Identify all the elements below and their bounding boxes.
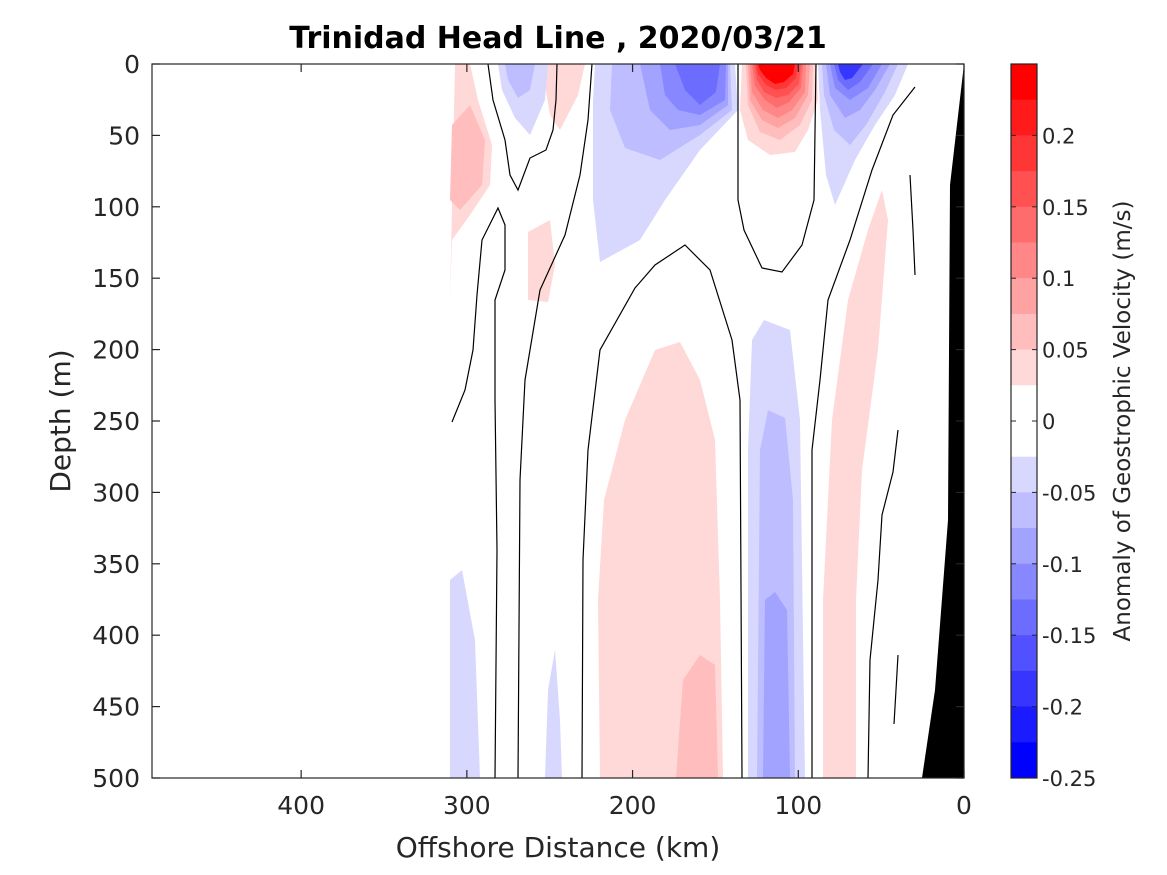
deep-poleward-band-inner (676, 655, 718, 778)
colorbar-segment (1011, 670, 1037, 708)
y-tick-label: 400 (92, 621, 140, 650)
x-tick-label: 0 (956, 791, 972, 820)
colorbar-tick-label: 0.15 (1042, 196, 1089, 220)
y-axis: 0 50 100 150 200 250 300 350 400 450 500 (92, 50, 964, 793)
colorbar-segment (1011, 706, 1037, 743)
y-tick-label: 100 (92, 193, 140, 222)
colorbar-tick-label: 0.1 (1042, 267, 1075, 291)
y-tick-label: 500 (92, 764, 140, 793)
nearshore-deep-positive (823, 190, 888, 778)
zero-contour-line (487, 64, 558, 192)
x-tick-label: 300 (443, 791, 491, 820)
colorbar-segment (1011, 99, 1037, 136)
y-tick-label: 0 (124, 50, 140, 79)
x-tick-label: 200 (609, 791, 657, 820)
offshore-deep-negative (450, 570, 480, 778)
colorbar-tick-label: 0.2 (1042, 124, 1075, 148)
negative-patch-top-l2 (505, 64, 535, 98)
colorbar-segment (1011, 242, 1037, 279)
colorbar-segment (1011, 742, 1037, 779)
colorbar-segment (1011, 64, 1037, 101)
colorbar: 0.2 0.15 0.1 0.05 0 -0.05 -0.1 -0.15 -0.2 -0.25 (1010, 63, 1096, 791)
colorbar-tick-label: -0.15 (1042, 624, 1096, 648)
colorbar-tick-label: -0.1 (1042, 553, 1083, 577)
seafloor-bathymetry (922, 64, 964, 778)
colorbar-segment (1011, 385, 1037, 422)
chart-title: Trinidad Head Line , 2020/03/21 (289, 21, 826, 56)
zero-contour-line (893, 654, 899, 725)
colorbar-segment (1011, 456, 1037, 493)
colorbar-segment (1011, 135, 1037, 172)
y-tick-label: 300 (92, 478, 140, 507)
contour-fill-layer (450, 64, 964, 778)
colorbar-label: Anomaly of Geostrophic Velocity (m/s) (1110, 201, 1136, 642)
colorbar-segment (1011, 528, 1037, 565)
equatorward-core-nearshore-l6 (838, 64, 863, 80)
zero-contour-line (811, 86, 916, 778)
zero-contour-line (867, 429, 899, 778)
y-tick-label: 50 (108, 121, 140, 150)
colorbar-segment (1011, 635, 1037, 672)
colorbar-segment (1011, 206, 1037, 243)
x-tick-label: 100 (774, 791, 822, 820)
colorbar-segment (1011, 349, 1037, 386)
zero-contour-line (581, 244, 743, 778)
colorbar-segment (1011, 278, 1037, 315)
strong-poleward-core-l8 (758, 64, 795, 84)
colorbar-segment (1011, 599, 1037, 636)
zero-contour-line (451, 206, 506, 778)
small-deep-negative (545, 650, 562, 778)
colorbar-segment (1011, 313, 1037, 351)
y-tick-label: 250 (92, 407, 140, 436)
x-axis-label: Offshore Distance (km) (396, 831, 721, 864)
colorbar-segment (1011, 421, 1037, 458)
colorbar-tick-label: 0 (1042, 410, 1055, 434)
x-tick-label: 400 (277, 791, 325, 820)
y-axis-label: Depth (m) (44, 349, 77, 492)
y-tick-label: 350 (92, 550, 140, 579)
colorbar-segment (1011, 563, 1037, 600)
zero-contour-line (737, 64, 817, 273)
small-positive-patch (540, 64, 585, 130)
deep-equatorward-band-l3 (763, 592, 790, 778)
colorbar-segment (1011, 171, 1037, 208)
colorbar-tick-label: -0.2 (1042, 696, 1083, 720)
zero-contour-line (517, 64, 593, 778)
colorbar-tick-label: 0.05 (1042, 339, 1089, 363)
y-tick-label: 150 (92, 264, 140, 293)
x-axis: 400 300 200 100 0 (277, 64, 972, 820)
equatorward-core-offshore-l5 (675, 64, 720, 105)
colorbar-tick-label: -0.25 (1042, 767, 1096, 791)
offshore-poleward-lobe-inner (450, 105, 485, 210)
colorbar-tick-label: -0.05 (1042, 481, 1096, 505)
y-tick-label: 450 (92, 693, 140, 722)
zero-contour-lines (451, 64, 916, 778)
mid-positive-patch (528, 220, 555, 302)
zero-contour-line (909, 174, 916, 276)
colorbar-segment (1011, 492, 1037, 529)
y-tick-label: 200 (92, 336, 140, 365)
